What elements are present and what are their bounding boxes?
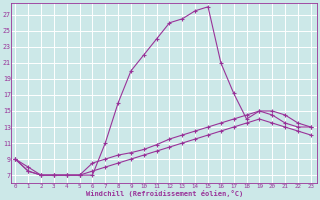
X-axis label: Windchill (Refroidissement éolien,°C): Windchill (Refroidissement éolien,°C) bbox=[86, 190, 243, 197]
